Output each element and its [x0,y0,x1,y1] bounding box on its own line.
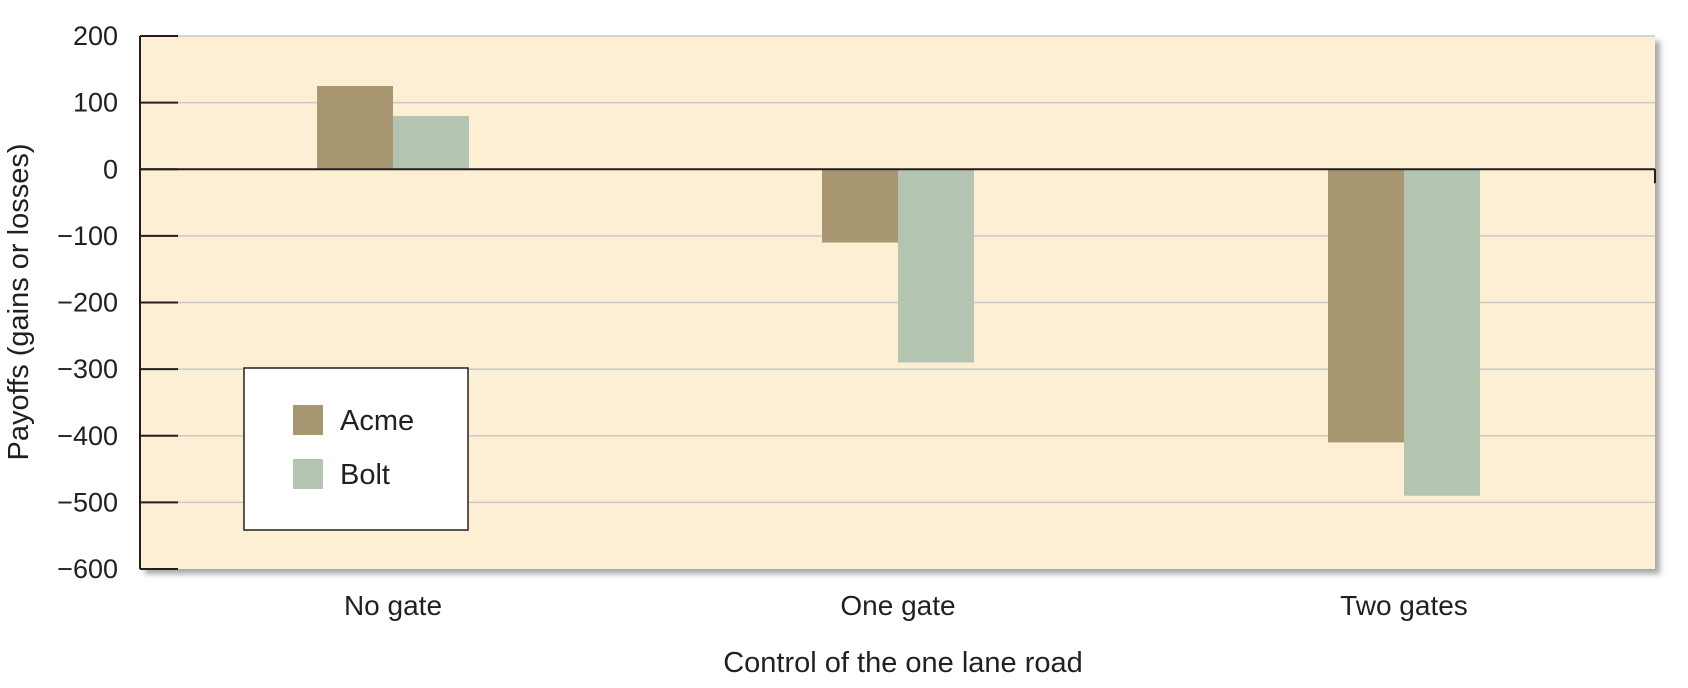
legend-box [243,367,469,531]
legend: Acme Bolt [243,367,469,531]
y-tick-label: −500 [57,487,118,517]
bar-acme-1 [317,85,393,170]
legend-label-acme: Acme [340,405,414,437]
x-category-label: One gate [840,590,955,621]
x-axis-title: Control of the one lane road [723,647,1083,679]
y-tick-label: −400 [57,421,118,451]
x-category-label: Two gates [1340,590,1468,621]
x-axis-categories: No gate One gate Two gates [344,590,1468,621]
y-tick-label: −100 [57,221,118,251]
y-tick-label: 200 [73,21,118,51]
y-tick-label: −200 [57,288,118,318]
legend-label-bolt: Bolt [340,459,390,491]
y-axis-ticks: 200 100 0 −100 −200 −300 −400 −500 −600 [57,21,178,584]
bar-bolt-1 [393,115,469,170]
bars [317,85,1480,496]
y-tick-label: 100 [73,88,118,118]
legend-swatch-acme [293,405,323,435]
y-axis-title: Payoffs (gains or losses) [3,144,35,461]
bar-acme-3 [1328,169,1404,443]
y-tick-label: 0 [103,154,118,184]
x-category-label: No gate [344,590,442,621]
legend-swatch-bolt [293,459,323,489]
bar-bolt-2 [898,169,974,363]
y-tick-label: −300 [57,354,118,384]
y-tick-label: −600 [57,554,118,584]
bar-bolt-3 [1404,169,1480,496]
bar-acme-2 [822,169,898,243]
